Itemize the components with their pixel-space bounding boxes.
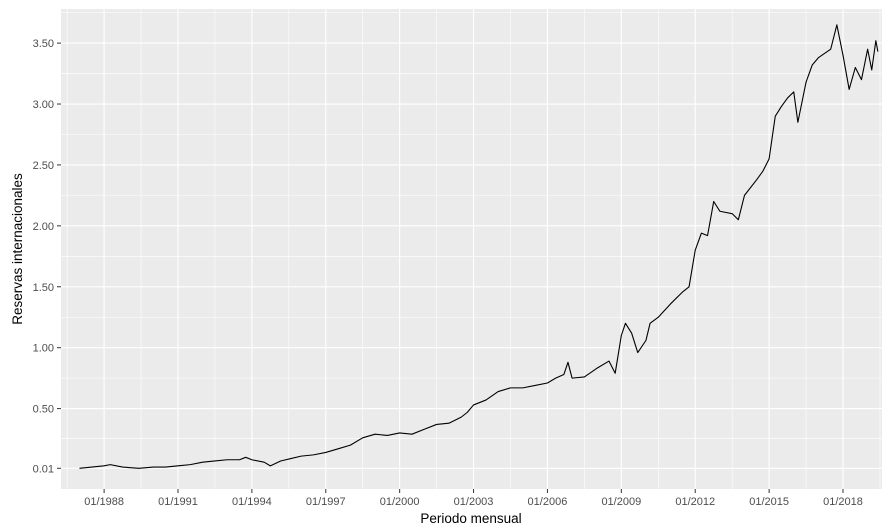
x-axis: 01/1988 01/1991 01/1994 01/1997 01/2000 01/20… [84,489,863,508]
y-tick-label: 2.00 [33,221,54,233]
x-tick-label: 01/1997 [306,496,346,508]
y-tick-label: 1.50 [33,282,54,294]
y-tick-label: 2.50 [33,160,54,172]
x-tick-label: 01/2012 [675,496,715,508]
x-tick-label: 01/1991 [158,496,198,508]
y-tick-label: 0.01 [33,463,54,475]
y-tick-label: 3.50 [33,38,54,50]
plot-panel [61,9,882,489]
y-tick-label: 3.00 [33,99,54,111]
x-tick-label: 01/2006 [528,496,568,508]
y-tick-label: 0.50 [33,404,54,416]
series-layer [79,24,879,469]
x-tick-label: 01/1994 [232,496,272,508]
x-tick-label: 01/2003 [454,496,494,508]
x-tick-label: 01/1988 [84,496,124,508]
x-axis-title: Periodo mensual [420,511,521,526]
x-tick-label: 01/2015 [749,496,789,508]
x-tick-label: 01/2018 [823,496,863,508]
y-tick-label: 1.00 [33,343,54,355]
x-tick-label: 01/2000 [380,496,420,508]
y-axis-title: Reservas internacionales [10,173,25,325]
grid-lines [61,9,882,489]
y-axis: 0.01 0.50 1.00 1.50 2.00 2.50 3.00 3.50 [33,38,61,475]
series-line [79,24,879,469]
x-tick-label: 01/2009 [601,496,641,508]
